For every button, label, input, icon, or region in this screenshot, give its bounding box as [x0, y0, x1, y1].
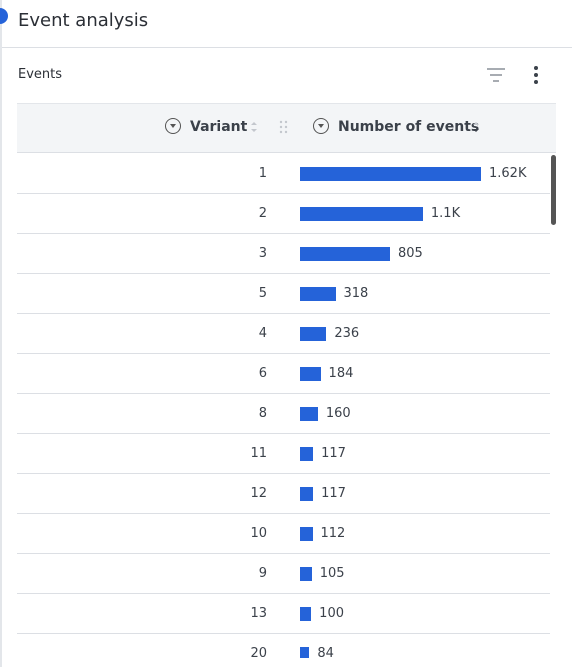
table-body: 1 1.62K 2 1.1K 3 805 5 318 4 236 6 184 8 160 11 117 12 11…: [17, 154, 556, 658]
table-row: 8 160: [17, 394, 550, 434]
value-label: 117: [321, 446, 346, 461]
table-row: 5 318: [17, 274, 550, 314]
table-row: 9 105: [17, 554, 550, 594]
value-label: 1.62K: [489, 166, 527, 181]
value-label: 160: [325, 406, 351, 421]
divider: [2, 47, 572, 48]
value-label: 236: [334, 326, 360, 341]
variant-cell: 12: [250, 486, 267, 501]
variant-cell: 4: [258, 326, 267, 341]
value-label: 105: [319, 566, 345, 581]
value-label: 1.1K: [430, 206, 461, 221]
bar: [300, 447, 314, 461]
bar: [300, 607, 312, 621]
value-label: 112: [320, 526, 346, 541]
variant-cell: 9: [258, 566, 267, 581]
variant-cell: 6: [258, 366, 267, 381]
table-row: 10 112: [17, 514, 550, 554]
variant-cell: 20: [250, 646, 267, 658]
bar: [300, 207, 423, 221]
table-row: 4 236: [17, 314, 550, 354]
side-border: [0, 0, 2, 667]
column-header[interactable]: Number of events: [338, 119, 480, 135]
more-button[interactable]: [530, 65, 542, 85]
bar: [300, 327, 327, 341]
sort-icon[interactable]: [471, 120, 481, 134]
variant-cell: 1: [258, 166, 267, 181]
value-label: 84: [317, 646, 334, 658]
table-row: 20 84: [17, 634, 550, 658]
scrollbar[interactable]: [551, 155, 556, 225]
bar: [300, 367, 321, 381]
bar: [300, 527, 313, 541]
table-row: 13 100: [17, 594, 550, 634]
table-row: 2 1.1K: [17, 194, 550, 234]
variant-cell: 3: [258, 246, 267, 261]
value-label: 100: [319, 606, 344, 621]
variant-cell: 10: [250, 526, 267, 541]
bar: [300, 647, 310, 658]
variant-cell: 13: [250, 606, 267, 621]
panel-title: Events: [18, 67, 63, 82]
table-row: 11 117: [17, 434, 550, 474]
filter-button[interactable]: [486, 66, 506, 84]
bar: [300, 407, 318, 421]
bar: [300, 487, 314, 501]
column-menu[interactable]: [165, 118, 181, 134]
table-row: 6 184: [17, 354, 550, 394]
bar: [300, 287, 336, 301]
value-label: 184: [328, 366, 354, 381]
table-row: 1 1.62K: [17, 154, 550, 194]
bar: [300, 247, 390, 261]
bar: [300, 167, 481, 181]
column-header[interactable]: Variant: [190, 119, 248, 135]
collapse-button[interactable]: [0, 8, 8, 24]
variant-cell: 5: [258, 286, 267, 301]
table-row: 12 117: [17, 474, 550, 514]
value-label: 117: [321, 486, 346, 501]
variant-cell: 11: [250, 446, 267, 461]
bar: [300, 567, 312, 581]
variant-cell: 8: [258, 406, 267, 421]
column-menu[interactable]: [313, 118, 329, 134]
value-label: 805: [397, 246, 423, 261]
resize-handle[interactable]: [279, 120, 289, 134]
value-label: 318: [343, 286, 369, 301]
variant-cell: 2: [258, 206, 267, 221]
sort-icon[interactable]: [249, 120, 259, 134]
page-title: Event analysis: [18, 10, 149, 31]
table-row: 3 805: [17, 234, 550, 274]
